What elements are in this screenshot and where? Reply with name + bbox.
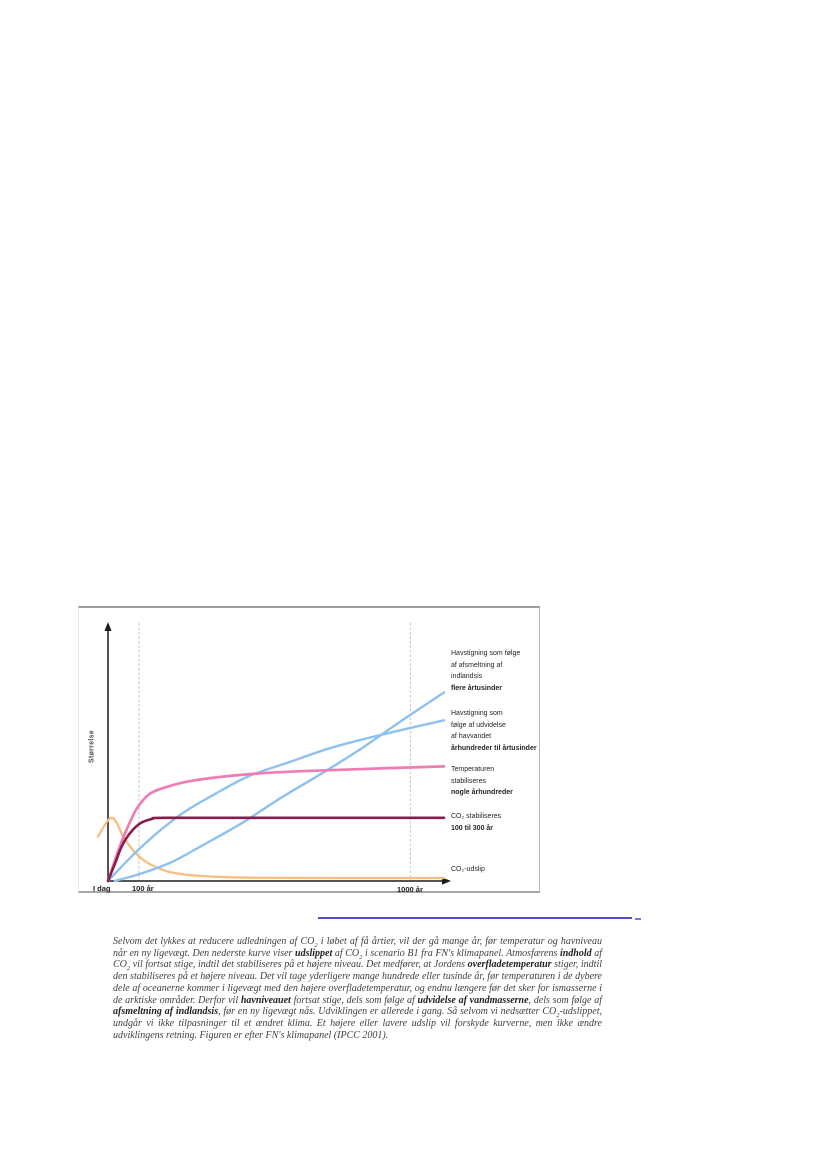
curve — [96, 816, 446, 880]
curve-label-line: flere årtusinder — [451, 684, 502, 692]
x-tick-label: I dag — [93, 884, 111, 893]
curve-label-line: CO₂ stabiliseres — [451, 813, 502, 820]
curve-label: CO₂-udslip — [451, 864, 485, 876]
caption-text: af CO — [332, 947, 360, 959]
caption-text: -udslippet, undgår vi ikke tilpasninger … — [113, 1006, 602, 1041]
caption-text: , dels som følge af — [528, 994, 602, 1006]
curve-label: Havstigning som følge af udvidelse af havv… — [451, 708, 537, 754]
climate-figure: Størrelse I dag 100 år 1000 år Havstigning… — [78, 606, 540, 894]
caption-bold-text: overfladetemperatur — [467, 959, 552, 971]
caption-text: vil fortsat stige, indtil det stabiliser… — [130, 959, 468, 971]
curve — [106, 719, 446, 883]
caption-bold-text: udvidelse af vandmasserne — [417, 994, 529, 1006]
caption-text: af CO — [113, 947, 603, 971]
curve-label: Havstigning som følge af afsmeltning af in… — [451, 648, 520, 694]
divider-line — [318, 917, 632, 919]
curve-label-line: Havstigning som følge — [451, 650, 521, 657]
caption-bold-text: afsmeltning af indlandsis — [113, 1006, 219, 1018]
caption-bold-text: indhold — [559, 947, 592, 959]
curve-label: Temperaturen stabiliseres nogle århundrede… — [451, 764, 513, 799]
x-tick-label: 100 år — [132, 884, 154, 893]
curve — [106, 816, 446, 883]
caption-text: fortsat stige, dels som følge af — [290, 994, 418, 1006]
caption-text: i løbet af få årtier, vil der gå mange å… — [113, 936, 602, 959]
caption-paragraph: Selvom det lykkes at reducere udledninge… — [113, 936, 602, 1041]
curve-label-line: 100 til 300 år — [451, 824, 494, 832]
curve-label-line: stabiliseres — [451, 777, 487, 785]
caption-text: stiger, indtil den stabiliseres på et hø… — [113, 959, 602, 1006]
y-axis-arrow-icon — [104, 622, 112, 631]
caption-text: Selvom det lykkes at reducere udledninge… — [113, 936, 315, 947]
caption-bold-text: udslippet — [295, 947, 333, 959]
caption-text: 2 — [556, 1012, 560, 1020]
curve-label-line: af havvandet — [451, 733, 492, 740]
curve-label-line: Temperaturen — [451, 766, 495, 773]
curve-label-line: CO₂-udslip — [451, 866, 485, 873]
caption-text: , før en ny ligevægt nås. Udviklingen er… — [218, 1006, 557, 1018]
curve-label-line: Havstigning som — [451, 710, 503, 717]
curve-label-line: nogle århundreder — [451, 789, 513, 796]
curve-label-line: af afsmeltning af — [451, 661, 503, 669]
x-tick-label: 1000 år — [397, 885, 423, 894]
caption-text: i scenario B1 fra FN's klimapanel. Atmos… — [362, 947, 560, 959]
x-axis-arrow-icon — [442, 877, 451, 885]
y-axis-label: Størrelse — [88, 729, 96, 764]
curve — [106, 765, 446, 883]
caption-text: 2 — [359, 953, 363, 961]
curve-label-line: århundreder til årtusinder — [451, 744, 537, 752]
divider-dash — [635, 918, 641, 920]
chart-svg — [96, 622, 451, 885]
curve-label: CO₂ stabiliseres 100 til 300 år — [451, 811, 501, 834]
curve-label-line: følge af udvidelse — [451, 721, 506, 729]
caption-bold-text: havniveauet — [240, 994, 291, 1006]
curve-label-line: indlandsis — [451, 673, 483, 680]
caption-text: 2 — [126, 965, 131, 973]
caption-text: 2 — [314, 942, 318, 949]
